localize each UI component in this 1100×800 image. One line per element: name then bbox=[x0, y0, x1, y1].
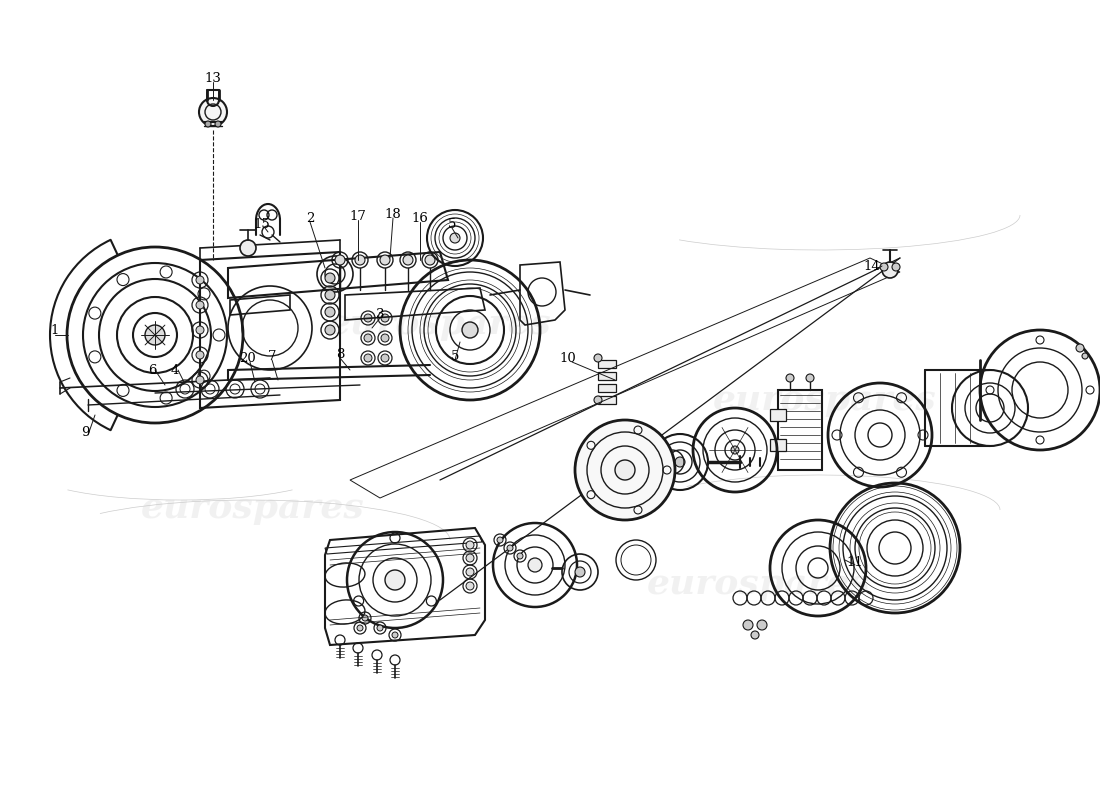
Text: eurospares: eurospares bbox=[647, 567, 871, 601]
Circle shape bbox=[392, 632, 398, 638]
Circle shape bbox=[196, 351, 204, 359]
Circle shape bbox=[403, 255, 412, 265]
Circle shape bbox=[517, 553, 522, 559]
Circle shape bbox=[196, 326, 204, 334]
Circle shape bbox=[196, 301, 204, 309]
Circle shape bbox=[1082, 353, 1088, 359]
Circle shape bbox=[528, 558, 542, 572]
Circle shape bbox=[882, 262, 898, 278]
Circle shape bbox=[892, 263, 900, 271]
Circle shape bbox=[381, 354, 389, 362]
Circle shape bbox=[377, 625, 383, 631]
Circle shape bbox=[615, 460, 635, 480]
Text: 17: 17 bbox=[350, 210, 366, 222]
Circle shape bbox=[575, 420, 675, 520]
Text: 18: 18 bbox=[385, 207, 402, 221]
Circle shape bbox=[324, 273, 336, 283]
Text: eurospares: eurospares bbox=[328, 307, 552, 341]
Circle shape bbox=[466, 568, 474, 576]
Circle shape bbox=[732, 446, 739, 454]
Circle shape bbox=[466, 554, 474, 562]
Circle shape bbox=[880, 263, 888, 271]
Circle shape bbox=[1076, 344, 1084, 352]
Text: 4: 4 bbox=[170, 363, 179, 377]
Text: 5: 5 bbox=[451, 350, 459, 362]
Bar bbox=[778, 390, 822, 470]
Text: eurospares: eurospares bbox=[713, 383, 937, 417]
Circle shape bbox=[355, 255, 365, 265]
Text: 2: 2 bbox=[306, 211, 315, 225]
Circle shape bbox=[145, 325, 165, 345]
Text: 16: 16 bbox=[411, 211, 428, 225]
Circle shape bbox=[675, 457, 685, 467]
Circle shape bbox=[594, 396, 602, 404]
Circle shape bbox=[324, 307, 336, 317]
Circle shape bbox=[199, 98, 227, 126]
Circle shape bbox=[806, 374, 814, 382]
Circle shape bbox=[196, 276, 204, 284]
Circle shape bbox=[507, 545, 513, 551]
Circle shape bbox=[214, 121, 221, 127]
Circle shape bbox=[205, 121, 211, 127]
Circle shape bbox=[594, 354, 602, 362]
Bar bbox=[598, 372, 616, 380]
Text: 14: 14 bbox=[864, 261, 880, 274]
Text: 8: 8 bbox=[336, 347, 344, 361]
Bar bbox=[598, 360, 616, 368]
Circle shape bbox=[450, 233, 460, 243]
Text: 1: 1 bbox=[51, 323, 59, 337]
Circle shape bbox=[751, 631, 759, 639]
Circle shape bbox=[466, 582, 474, 590]
Circle shape bbox=[196, 376, 204, 384]
Circle shape bbox=[757, 620, 767, 630]
Circle shape bbox=[381, 334, 389, 342]
Circle shape bbox=[362, 615, 369, 621]
Circle shape bbox=[462, 322, 478, 338]
Text: 11: 11 bbox=[847, 555, 864, 569]
Circle shape bbox=[336, 255, 345, 265]
Text: 20: 20 bbox=[239, 351, 255, 365]
Bar bbox=[598, 384, 616, 392]
Circle shape bbox=[385, 570, 405, 590]
Text: eurospares: eurospares bbox=[141, 491, 365, 525]
Bar bbox=[770, 409, 786, 421]
Text: 7: 7 bbox=[267, 350, 276, 362]
Circle shape bbox=[786, 374, 794, 382]
Circle shape bbox=[381, 314, 389, 322]
Circle shape bbox=[364, 314, 372, 322]
Text: 15: 15 bbox=[254, 218, 271, 231]
Text: 5: 5 bbox=[448, 218, 456, 230]
Text: 3: 3 bbox=[376, 307, 384, 321]
Bar bbox=[598, 396, 616, 404]
Bar bbox=[770, 439, 786, 451]
Text: 6: 6 bbox=[147, 363, 156, 377]
Text: 10: 10 bbox=[560, 351, 576, 365]
Circle shape bbox=[466, 541, 474, 549]
Text: 13: 13 bbox=[205, 71, 221, 85]
Circle shape bbox=[742, 620, 754, 630]
Circle shape bbox=[324, 325, 336, 335]
Circle shape bbox=[358, 625, 363, 631]
Circle shape bbox=[324, 290, 336, 300]
Circle shape bbox=[364, 334, 372, 342]
Circle shape bbox=[364, 354, 372, 362]
Circle shape bbox=[240, 240, 256, 256]
Circle shape bbox=[425, 255, 435, 265]
Circle shape bbox=[497, 537, 503, 543]
Circle shape bbox=[379, 255, 390, 265]
Text: 9: 9 bbox=[80, 426, 89, 438]
Circle shape bbox=[575, 567, 585, 577]
